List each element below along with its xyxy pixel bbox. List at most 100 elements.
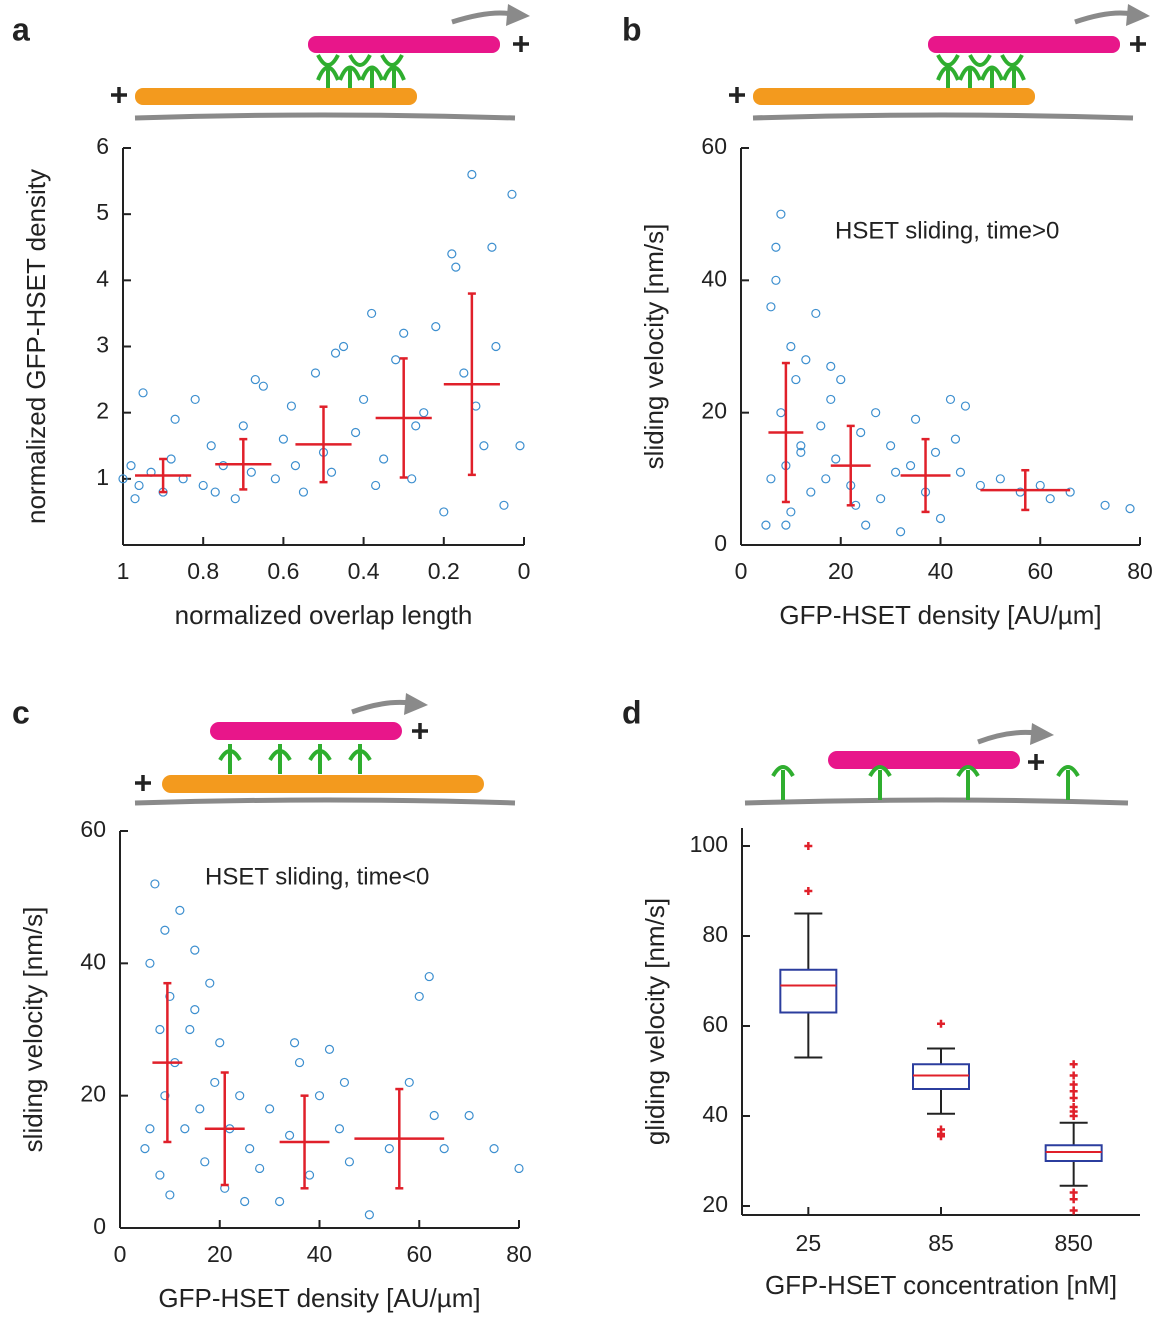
x-tick-label: 60 bbox=[406, 1241, 432, 1267]
data-point bbox=[160, 1091, 170, 1101]
data-point bbox=[255, 1163, 265, 1174]
data-point bbox=[235, 1091, 245, 1101]
y-axis-label: sliding velocity [nm/s] bbox=[18, 907, 48, 1153]
schematic-d bbox=[744, 723, 1129, 806]
data-point bbox=[831, 454, 841, 464]
data-point bbox=[995, 474, 1005, 484]
data-point bbox=[210, 487, 220, 497]
data-point bbox=[265, 1104, 275, 1114]
schematic-a bbox=[111, 4, 530, 121]
data-point bbox=[399, 328, 409, 338]
data-point bbox=[786, 507, 796, 517]
data-point bbox=[250, 374, 260, 385]
outlier bbox=[1069, 1112, 1078, 1120]
schematic-c bbox=[134, 693, 516, 806]
y-tick-label: 60 bbox=[701, 133, 727, 159]
x-axis-label: normalized overlap length bbox=[175, 600, 473, 630]
data-point bbox=[391, 355, 401, 365]
data-point bbox=[459, 368, 469, 378]
y-tick-label: 80 bbox=[702, 921, 728, 947]
x-tick-label: 0.6 bbox=[267, 558, 299, 584]
y-tick-label: 40 bbox=[701, 265, 727, 291]
data-point bbox=[218, 461, 228, 471]
data-point bbox=[431, 322, 441, 332]
data-point bbox=[145, 1124, 155, 1134]
data-point bbox=[304, 1170, 315, 1180]
data-point bbox=[491, 341, 501, 352]
data-point bbox=[155, 1170, 165, 1180]
outlier bbox=[1069, 1087, 1078, 1096]
data-point bbox=[175, 905, 185, 916]
y-tick-label: 4 bbox=[96, 265, 109, 291]
data-point bbox=[404, 1077, 414, 1088]
y-tick-label: 5 bbox=[96, 199, 109, 225]
data-point bbox=[205, 978, 215, 988]
data-point bbox=[791, 374, 801, 385]
data-point bbox=[310, 368, 321, 378]
schematic-b bbox=[729, 4, 1150, 121]
x-tick-label: 0 bbox=[735, 558, 748, 584]
x-tick-label: 850 bbox=[1054, 1230, 1092, 1256]
data-point bbox=[1125, 504, 1135, 514]
data-point bbox=[198, 480, 208, 491]
x-tick-label: 20 bbox=[828, 558, 854, 584]
data-point bbox=[811, 308, 821, 319]
data-point bbox=[270, 474, 280, 484]
data-point bbox=[960, 401, 971, 411]
x-tick-label: 40 bbox=[307, 1241, 333, 1267]
data-point bbox=[515, 441, 525, 451]
data-point bbox=[429, 1110, 439, 1121]
x-tick-label: 0 bbox=[114, 1241, 127, 1267]
data-point bbox=[950, 434, 961, 444]
data-point bbox=[190, 394, 200, 405]
outlier bbox=[1069, 1195, 1078, 1204]
data-point bbox=[826, 361, 836, 371]
data-point bbox=[776, 209, 786, 219]
data-point bbox=[895, 527, 906, 537]
data-point bbox=[407, 474, 417, 484]
y-axis-label: normalized GFP-HSET density bbox=[21, 169, 51, 524]
y-tick-label: 40 bbox=[80, 948, 106, 974]
data-point bbox=[185, 1024, 195, 1035]
y-tick-label: 6 bbox=[96, 133, 109, 159]
data-point bbox=[876, 494, 886, 504]
data-point bbox=[1035, 480, 1045, 491]
data-point bbox=[165, 991, 175, 1002]
x-tick-label: 20 bbox=[207, 1241, 233, 1267]
y-tick-label: 20 bbox=[702, 1191, 728, 1217]
x-tick-label: 0 bbox=[518, 558, 531, 584]
data-point bbox=[294, 1057, 305, 1068]
outlier bbox=[937, 1019, 945, 1028]
data-point bbox=[165, 1190, 175, 1200]
data-point bbox=[379, 454, 389, 464]
data-point bbox=[796, 441, 806, 451]
data-point bbox=[210, 1077, 220, 1088]
data-point bbox=[411, 421, 421, 431]
data-point bbox=[286, 401, 297, 411]
data-point bbox=[451, 262, 461, 272]
data-point bbox=[891, 467, 901, 477]
data-point bbox=[140, 1143, 150, 1154]
data-point bbox=[826, 394, 836, 405]
outlier bbox=[937, 1132, 945, 1141]
y-tick-label: 3 bbox=[96, 332, 109, 358]
data-point bbox=[514, 1163, 524, 1174]
data-point bbox=[350, 427, 361, 438]
data-point bbox=[384, 1143, 394, 1154]
data-point bbox=[289, 1038, 300, 1048]
data-point bbox=[479, 441, 489, 451]
box bbox=[779, 968, 838, 1014]
data-point bbox=[771, 275, 781, 285]
data-point bbox=[190, 945, 200, 955]
data-point bbox=[766, 302, 776, 312]
x-tick-label: 85 bbox=[928, 1230, 954, 1256]
data-point bbox=[439, 507, 449, 517]
data-point bbox=[499, 500, 509, 510]
outlier bbox=[1069, 1060, 1078, 1069]
x-tick-label: 0.8 bbox=[187, 558, 219, 584]
data-point bbox=[771, 242, 781, 252]
data-point bbox=[275, 1196, 285, 1207]
outlier bbox=[1069, 1094, 1078, 1102]
data-point bbox=[489, 1143, 499, 1154]
x-tick-label: 60 bbox=[1027, 558, 1053, 584]
